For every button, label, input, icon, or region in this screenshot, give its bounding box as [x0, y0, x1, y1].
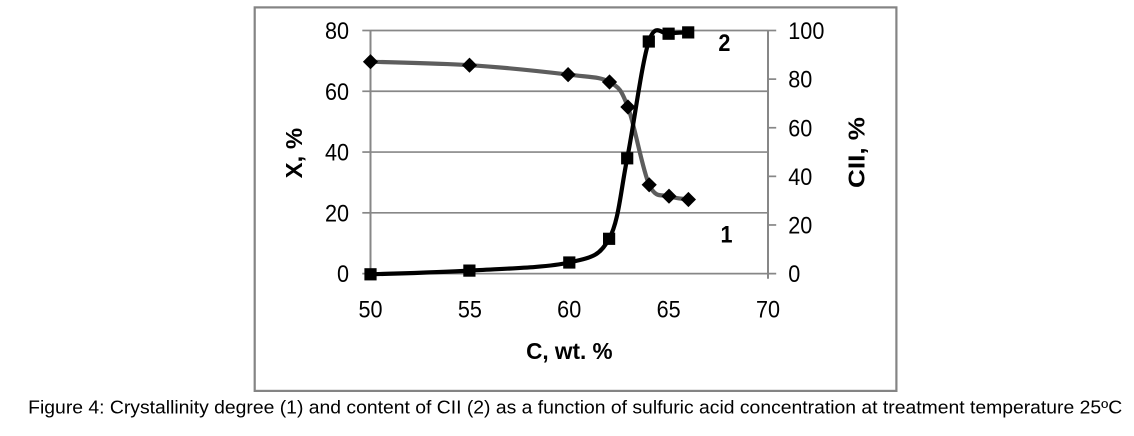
svg-text:65: 65	[657, 295, 681, 322]
svg-text:40: 40	[788, 163, 812, 190]
svg-text:C, wt. %: C, wt. %	[526, 338, 613, 364]
svg-text:50: 50	[358, 295, 382, 322]
svg-text:60: 60	[557, 295, 581, 322]
svg-text:70: 70	[756, 295, 780, 322]
svg-text:2: 2	[718, 29, 730, 56]
svg-text:1: 1	[720, 221, 732, 248]
svg-text:20: 20	[325, 199, 349, 226]
svg-text:60: 60	[325, 78, 349, 105]
svg-text:X, %: X, %	[281, 128, 307, 179]
svg-text:80: 80	[788, 66, 812, 93]
svg-text:40: 40	[325, 139, 349, 166]
svg-text:80: 80	[325, 17, 349, 44]
svg-text:0: 0	[337, 260, 349, 287]
svg-text:CII, %: CII, %	[844, 117, 870, 188]
svg-text:100: 100	[788, 17, 824, 44]
svg-text:60: 60	[788, 114, 812, 141]
svg-text:55: 55	[458, 295, 482, 322]
svg-text:20: 20	[788, 212, 812, 239]
svg-text:0: 0	[788, 260, 800, 287]
svg-text:Figure 4: Crystallinity degree: Figure 4: Crystallinity degree (1) and c…	[28, 398, 1122, 418]
